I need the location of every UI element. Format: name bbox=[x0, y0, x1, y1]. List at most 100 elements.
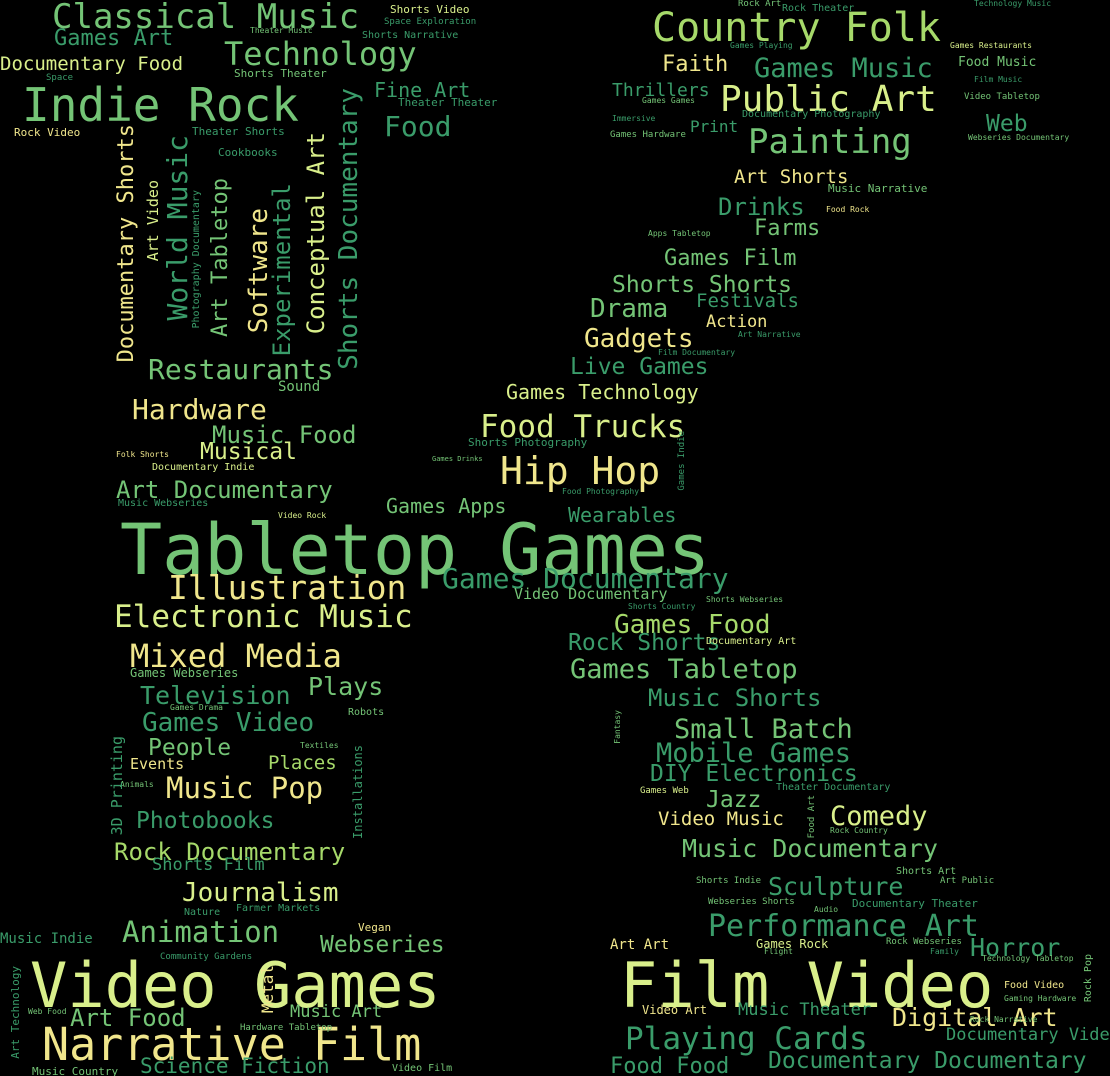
word-cloud-term: Music Country bbox=[32, 1065, 119, 1076]
word-cloud-term: Technology Tabletop bbox=[982, 954, 1074, 963]
word-cloud-term: Music Webseries bbox=[118, 498, 209, 509]
word-cloud-term: Documentary Theater bbox=[852, 897, 978, 910]
word-cloud-term: Electronic Music bbox=[114, 599, 413, 635]
word-cloud-term: Art Narrative bbox=[738, 330, 801, 339]
word-cloud-term: Animation bbox=[122, 915, 280, 949]
word-cloud-term: Games Documentary bbox=[442, 562, 729, 595]
word-cloud-term: Food Video bbox=[1004, 980, 1065, 991]
word-cloud-term: Games Video bbox=[142, 708, 315, 738]
word-cloud-term: Science Fiction bbox=[140, 1054, 330, 1076]
word-cloud-term: Conceptual Art bbox=[302, 132, 330, 335]
word-cloud-term: Thrillers bbox=[612, 80, 710, 101]
word-cloud-term: Video Music bbox=[658, 808, 784, 830]
word-cloud-term: Hardware Tabletop bbox=[240, 1023, 333, 1033]
word-cloud-term: Narrative Film bbox=[42, 1018, 422, 1071]
word-cloud-term: Web bbox=[986, 111, 1028, 137]
word-cloud-term: Documentary Shorts bbox=[114, 124, 139, 363]
word-cloud-term: Sound bbox=[278, 379, 321, 395]
word-cloud-term: Webseries bbox=[320, 932, 445, 958]
word-cloud-term: Space bbox=[46, 73, 74, 83]
word-cloud-term: Events bbox=[130, 755, 185, 773]
word-cloud-term: Video Film bbox=[392, 1063, 453, 1074]
word-cloud-term: Rock Narrative bbox=[970, 1015, 1038, 1024]
word-cloud-term: Television bbox=[140, 681, 291, 710]
word-cloud-term: Art Public bbox=[940, 876, 995, 886]
word-cloud-term: Documentary Indie bbox=[152, 462, 255, 473]
word-cloud-term: Rock Webseries bbox=[886, 937, 962, 947]
word-cloud-term: Web Food bbox=[28, 1007, 67, 1016]
word-cloud-term: Painting bbox=[748, 122, 912, 162]
word-cloud-term: Community Gardens bbox=[160, 952, 253, 962]
word-cloud-term: Flight bbox=[764, 947, 793, 956]
word-cloud-term: Rock Video bbox=[14, 126, 81, 139]
word-cloud-term: Shorts Art bbox=[896, 866, 957, 877]
word-cloud-term: Film Video bbox=[620, 949, 994, 1022]
word-cloud-term: Games Webseries bbox=[130, 666, 239, 680]
word-cloud-term: Experimental bbox=[268, 183, 296, 357]
word-cloud-term: Gaming Hardware bbox=[1004, 994, 1077, 1003]
word-cloud-term: Games Drama bbox=[170, 703, 223, 712]
word-cloud-term: Musical bbox=[200, 439, 297, 465]
word-cloud-term: Faith bbox=[662, 52, 729, 77]
word-cloud-term: Folk Shorts bbox=[116, 450, 169, 459]
word-cloud-term: Games Film bbox=[664, 246, 797, 271]
word-cloud-term: Rock Shorts bbox=[568, 630, 721, 656]
word-cloud-term: Drinks bbox=[718, 193, 805, 221]
word-cloud-term: Shorts Indie bbox=[696, 876, 762, 886]
word-cloud-term: Video Tabletop bbox=[964, 92, 1040, 102]
word-cloud-term: Sculpture bbox=[768, 872, 904, 901]
word-cloud-term: Drama bbox=[590, 294, 669, 324]
word-cloud-term: Art Food bbox=[70, 1004, 186, 1032]
word-cloud-term: Photobooks bbox=[136, 808, 275, 834]
word-cloud-term: Playing Cards bbox=[625, 1021, 868, 1057]
word-cloud-term: Robots bbox=[348, 707, 385, 718]
word-cloud-term: Cookbooks bbox=[218, 146, 278, 159]
word-cloud-term: Games Tabletop bbox=[570, 654, 798, 685]
word-cloud-term: Metal bbox=[258, 965, 277, 1014]
word-cloud-term: Food Trucks bbox=[480, 409, 686, 445]
word-cloud-term: Games Art bbox=[54, 26, 174, 51]
word-cloud-term: Gadgets bbox=[584, 324, 694, 354]
word-cloud-term: Print bbox=[690, 117, 739, 136]
word-cloud-term: Music Shorts bbox=[648, 684, 822, 712]
word-cloud-term: Music Narrative bbox=[828, 182, 928, 195]
word-cloud-term: Food Art bbox=[807, 795, 817, 839]
word-cloud-term: Live Games bbox=[570, 354, 709, 380]
word-cloud-term: Journalism bbox=[182, 878, 339, 908]
word-cloud-term: Hip Hop bbox=[500, 449, 661, 493]
word-cloud-term: Documentary Documentary bbox=[768, 1048, 1087, 1074]
word-cloud-term: Technology bbox=[224, 35, 417, 73]
word-cloud-term: DIY Electronics bbox=[650, 761, 858, 787]
word-cloud-term: Music Theater bbox=[738, 1000, 872, 1020]
word-cloud-term: Games Rock bbox=[756, 937, 829, 951]
word-cloud-term: Small Batch bbox=[674, 714, 853, 745]
word-cloud-term: Art Art bbox=[610, 937, 670, 953]
word-cloud-term: Music Food bbox=[212, 421, 357, 449]
word-cloud-term: World Music bbox=[161, 135, 194, 321]
word-cloud-term: Installations bbox=[351, 745, 365, 839]
word-cloud-term: Farmer Markets bbox=[236, 903, 321, 914]
word-cloud-term: Vegan bbox=[358, 921, 392, 934]
word-cloud-term: Art Tabletop bbox=[208, 178, 233, 337]
word-cloud-term: Shorts Shorts bbox=[612, 272, 793, 298]
word-cloud-term: Shorts Narrative bbox=[362, 30, 459, 41]
word-cloud-term: Audio bbox=[814, 905, 839, 914]
word-cloud-term: Art Documentary bbox=[116, 476, 333, 504]
word-cloud-term: Family bbox=[930, 947, 959, 956]
word-cloud-term: Music Documentary bbox=[682, 834, 938, 863]
word-cloud-term: Games Apps bbox=[386, 494, 507, 518]
word-cloud-term: Performance Art bbox=[708, 909, 979, 944]
word-cloud-term: Art Shorts bbox=[734, 166, 849, 188]
word-cloud-term: Documentary Food bbox=[0, 53, 184, 75]
word-cloud-term: Video Documentary bbox=[514, 585, 668, 603]
word-cloud-term: Rock Documentary bbox=[114, 838, 346, 866]
word-cloud-term: Documentary Photography bbox=[742, 109, 881, 120]
word-cloud-term: Fine Art bbox=[374, 78, 471, 102]
word-cloud-term: Places bbox=[268, 752, 337, 774]
word-cloud-term: Documentary Art bbox=[706, 636, 797, 647]
word-cloud-term: People bbox=[148, 735, 232, 761]
word-cloud-term: Music Pop bbox=[166, 771, 324, 805]
word-cloud-term: Shorts Video bbox=[390, 3, 470, 16]
word-cloud-term: Textiles bbox=[300, 741, 339, 750]
word-cloud-term: Webseries Shorts bbox=[708, 897, 795, 907]
